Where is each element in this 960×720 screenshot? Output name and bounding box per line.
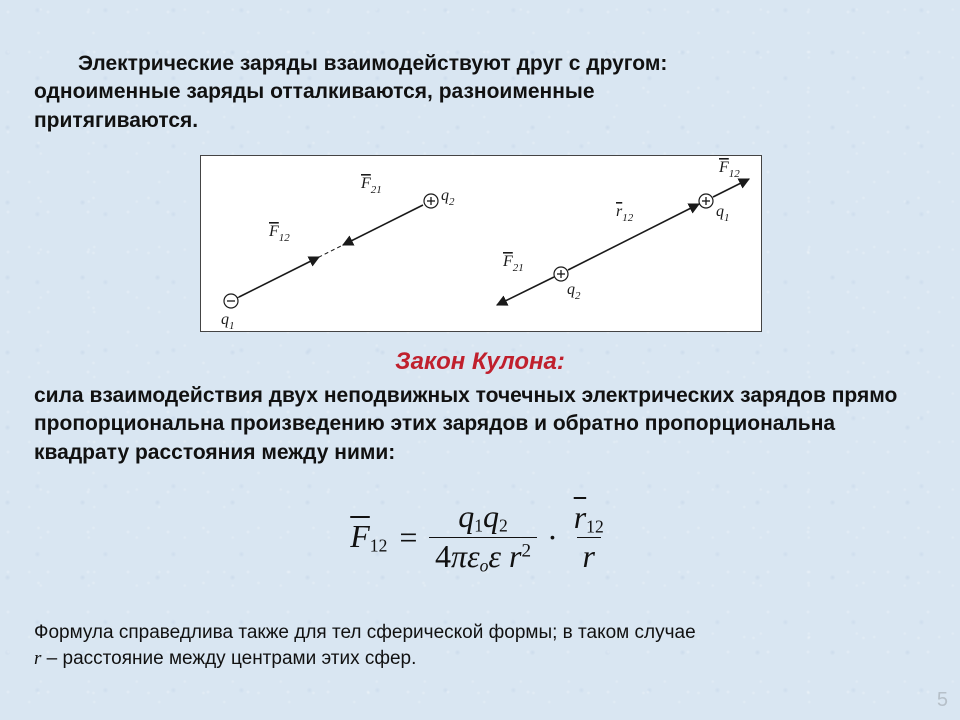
formula-F-sub: 12	[370, 536, 388, 556]
frac1-eps0: ε	[467, 538, 480, 574]
intro-line1: Электрические заряды взаимодействуют дру…	[78, 52, 667, 75]
svg-text:q1: q1	[221, 311, 235, 331]
formula-dot: ·	[547, 519, 558, 556]
frac1-eps: ε	[488, 538, 501, 574]
frac2-r12-sub: 12	[586, 516, 604, 536]
coulomb-formula: F12 = q1q2 4πεoε r2 · r12 r	[0, 500, 960, 575]
formula-F: F	[350, 518, 370, 554]
page-number: 5	[937, 689, 948, 712]
formula-lhs: F12	[350, 518, 387, 556]
svg-text:q2: q2	[567, 281, 581, 302]
frac2-r12: r	[574, 499, 586, 535]
note-line1: Формула справедлива также для тел сферич…	[34, 622, 696, 643]
svg-text:q1: q1	[716, 203, 730, 224]
frac1-q2: q	[483, 498, 499, 534]
svg-text:F12: F12	[718, 159, 740, 180]
frac1-q2-sub: 2	[499, 515, 508, 535]
formula-fraction-1: q1q2 4πεoε r2	[429, 500, 537, 575]
frac1-q1-sub: 1	[474, 515, 483, 535]
svg-text:F21: F21	[502, 253, 524, 274]
frac1-r-sup: 2	[521, 540, 531, 561]
svg-text:q2: q2	[441, 187, 455, 208]
equals-sign: =	[397, 519, 419, 556]
frac2-r: r	[583, 538, 595, 574]
svg-text:F21: F21	[360, 175, 382, 196]
law-title: Закон Кулона:	[0, 348, 960, 376]
note-line2: – расстояние между центрами этих сфер.	[41, 648, 416, 669]
frac1-coef: 4	[435, 538, 451, 574]
diagram-svg: q1 q2 F12 F21 q2 q1 r12 F21 F12	[201, 156, 761, 331]
svg-text:r12: r12	[616, 203, 634, 224]
intro-line2: одноименные заряды отталкиваются, разнои…	[34, 80, 595, 103]
svg-text:F12: F12	[268, 223, 290, 244]
frac1-q1: q	[458, 498, 474, 534]
note-paragraph: Формула справедлива также для тел сферич…	[34, 620, 929, 671]
law-body: сила взаимодействия двух неподвижных точ…	[34, 382, 929, 467]
frac1-pi: π	[451, 538, 467, 574]
intro-line3: притягиваются.	[34, 109, 198, 132]
formula-fraction-2: r12 r	[568, 501, 610, 574]
intro-paragraph: Электрические заряды взаимодействуют дру…	[34, 50, 924, 135]
force-diagram: q1 q2 F12 F21 q2 q1 r12 F21 F12	[200, 155, 762, 332]
frac1-r: r	[509, 538, 521, 574]
